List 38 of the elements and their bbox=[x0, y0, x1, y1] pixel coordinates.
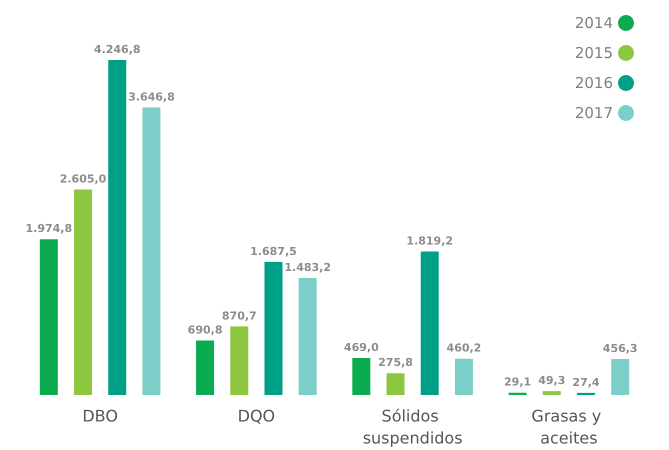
data-label: 275,8 bbox=[378, 356, 413, 370]
data-label: 29,1 bbox=[504, 376, 532, 389]
data-label: 469,0 bbox=[344, 341, 380, 354]
data-label: 27,4 bbox=[572, 376, 600, 389]
bar bbox=[386, 373, 405, 395]
legend-label: 2017 bbox=[574, 104, 613, 122]
bar bbox=[542, 391, 561, 395]
x-tick-label: DQO bbox=[238, 406, 276, 426]
bar bbox=[108, 60, 126, 395]
legend-label: 2015 bbox=[574, 44, 613, 62]
bar bbox=[264, 262, 282, 395]
x-tick-label: Sólidos suspendidos bbox=[362, 406, 463, 448]
x-tick-label: DBO bbox=[82, 406, 118, 426]
bar bbox=[142, 107, 160, 395]
bar bbox=[454, 358, 473, 395]
bar bbox=[352, 358, 370, 395]
data-label: 3.646,8 bbox=[128, 90, 175, 104]
data-label: 1.819,2 bbox=[406, 234, 454, 248]
bar bbox=[230, 326, 248, 395]
x-tick-label: Grasas y aceites bbox=[531, 406, 606, 448]
legend-label: 2014 bbox=[574, 14, 613, 32]
data-label: 690,8 bbox=[188, 324, 222, 337]
data-label: 456,3 bbox=[602, 342, 638, 356]
data-label: 4.246,8 bbox=[94, 43, 141, 56]
data-label: 1.974,8 bbox=[26, 222, 72, 236]
bar bbox=[74, 190, 92, 395]
bar bbox=[40, 239, 58, 395]
bar bbox=[420, 251, 439, 395]
data-label: 460,2 bbox=[446, 342, 482, 355]
legend-label: 2016 bbox=[574, 74, 613, 92]
data-label: 2.605,0 bbox=[60, 172, 107, 186]
bar bbox=[611, 359, 630, 395]
data-label: 1.687,5 bbox=[250, 244, 297, 258]
data-label: 1.483,2 bbox=[284, 261, 331, 274]
data-label: 49,3 bbox=[538, 374, 566, 388]
bar bbox=[196, 340, 214, 395]
bar bbox=[298, 278, 317, 395]
data-label: 870,7 bbox=[222, 309, 257, 322]
